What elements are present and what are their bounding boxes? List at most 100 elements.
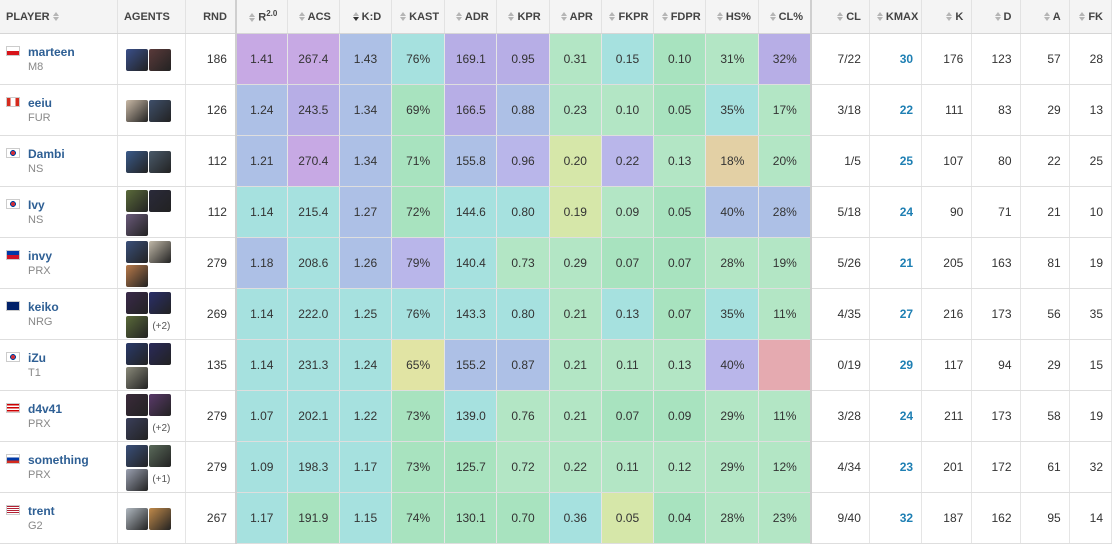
kmax-cell[interactable]: 24	[869, 186, 923, 238]
col-fdpr[interactable]: FDPR	[653, 0, 707, 34]
col-d[interactable]: D	[971, 0, 1021, 34]
player-team: PRX	[28, 417, 51, 430]
player-name[interactable]: trent	[28, 503, 55, 518]
cl-cell: 3/18	[811, 84, 870, 136]
cl-cell: 9/40	[811, 492, 870, 544]
kmax-cell[interactable]: 24	[869, 390, 923, 442]
player-cell[interactable]: marteen M8	[0, 33, 118, 85]
col-kd[interactable]: K:D	[339, 0, 393, 34]
kast-cell: 76%	[391, 33, 446, 85]
player-name[interactable]: marteen	[28, 44, 75, 59]
player-name[interactable]: keiko	[28, 299, 59, 314]
player-cell[interactable]: keiko NRG	[0, 288, 118, 340]
player-name[interactable]: eeiu	[28, 95, 53, 110]
col-k[interactable]: K	[921, 0, 973, 34]
cl-cell: 7/22	[811, 33, 870, 85]
player-name[interactable]: Dambi	[28, 146, 65, 161]
player-name[interactable]: invy	[28, 248, 53, 263]
table-body: marteen M8 186 1.41 267.4 1.43 76% 169.1 0.95 0…	[0, 33, 1112, 544]
d-cell: 83	[971, 84, 1021, 136]
player-cell[interactable]: Ivy NS	[0, 186, 118, 238]
sort-icon	[298, 12, 305, 22]
player-info[interactable]: invy PRX	[28, 249, 52, 278]
player-name[interactable]: something	[28, 452, 89, 467]
a-cell: 61	[1020, 441, 1070, 493]
kmax-cell[interactable]: 22	[869, 84, 923, 136]
fk-cell: 10	[1069, 186, 1112, 238]
player-info[interactable]: Dambi NS	[28, 147, 65, 176]
kmax-cell[interactable]: 23	[869, 441, 923, 493]
col-fk[interactable]: FK	[1069, 0, 1112, 34]
player-info[interactable]: marteen M8	[28, 45, 75, 74]
player-info[interactable]: trent G2	[28, 504, 55, 533]
clp-cell: 28%	[758, 186, 813, 238]
player-info[interactable]: keiko NRG	[28, 300, 59, 329]
player-name[interactable]: Ivy	[28, 197, 45, 212]
fk-cell: 32	[1069, 441, 1112, 493]
acs-cell: 243.5	[287, 84, 340, 136]
adr-cell: 155.2	[444, 339, 498, 391]
kr-flag-icon	[6, 148, 20, 158]
fkpr-cell: 0.05	[601, 492, 655, 544]
fk-cell: 14	[1069, 492, 1112, 544]
col-adr[interactable]: ADR	[444, 0, 498, 34]
player-name[interactable]: d4v41	[28, 401, 63, 416]
player-cell[interactable]: d4v41 PRX	[0, 390, 118, 442]
k-cell: 111	[921, 84, 973, 136]
player-info[interactable]: eeiu FUR	[28, 96, 52, 125]
more-agents-count: (+1)	[152, 473, 171, 485]
player-info[interactable]: Ivy NS	[28, 198, 45, 227]
player-cell[interactable]: iZu T1	[0, 339, 118, 391]
kmax-cell[interactable]: 30	[869, 33, 923, 85]
hs-cell: 28%	[705, 237, 760, 289]
col-kpr[interactable]: KPR	[496, 0, 550, 34]
kpr-cell: 0.72	[496, 441, 550, 493]
table-row: keiko NRG (+2) 269 1.14 222.0 1.25 76% 143.3 0.…	[0, 288, 1112, 340]
apr-cell: 0.20	[549, 135, 602, 187]
agent-icon	[125, 315, 148, 338]
player-cell[interactable]: trent G2	[0, 492, 118, 544]
col-a[interactable]: A	[1020, 0, 1070, 34]
sort-desc-icon	[352, 12, 359, 22]
fdpr-cell: 0.05	[653, 84, 707, 136]
col-kast[interactable]: KAST	[391, 0, 446, 34]
r-cell: 1.41	[234, 33, 288, 85]
col-hs[interactable]: HS%	[705, 0, 760, 34]
hs-cell: 28%	[705, 492, 760, 544]
col-kmax[interactable]: KMAX	[869, 0, 923, 34]
col-fkpr[interactable]: FKPR	[601, 0, 655, 34]
adr-cell: 144.6	[444, 186, 498, 238]
kpr-cell: 0.88	[496, 84, 550, 136]
col-player[interactable]: PLAYER	[0, 0, 118, 34]
adr-cell: 166.5	[444, 84, 498, 136]
player-cell[interactable]: eeiu FUR	[0, 84, 118, 136]
player-cell[interactable]: invy PRX	[0, 237, 118, 289]
col-rating[interactable]: R2.0	[234, 0, 288, 34]
col-cl[interactable]: CL	[811, 0, 870, 34]
col-apr[interactable]: APR	[549, 0, 602, 34]
rnd-cell: 126	[185, 84, 237, 136]
col-rnd[interactable]: RND	[185, 0, 237, 34]
rnd-cell: 279	[185, 390, 237, 442]
player-info[interactable]: iZu T1	[28, 351, 46, 380]
fkpr-cell: 0.22	[601, 135, 655, 187]
player-info[interactable]: something PRX	[28, 453, 89, 482]
fkpr-cell: 0.15	[601, 33, 655, 85]
acs-cell: 231.3	[287, 339, 340, 391]
col-acs[interactable]: ACS	[287, 0, 340, 34]
player-cell[interactable]: Dambi NS	[0, 135, 118, 187]
kmax-cell[interactable]: 32	[869, 492, 923, 544]
agent-icon	[125, 444, 148, 467]
player-info[interactable]: d4v41 PRX	[28, 402, 62, 431]
kmax-cell[interactable]: 27	[869, 288, 923, 340]
kmax-cell[interactable]: 25	[869, 135, 923, 187]
kmax-cell[interactable]: 21	[869, 237, 923, 289]
kmax-cell[interactable]: 29	[869, 339, 923, 391]
agent-icon	[125, 150, 148, 173]
player-name[interactable]: iZu	[28, 350, 46, 365]
player-cell[interactable]: something PRX	[0, 441, 118, 493]
col-cl-pct[interactable]: CL%	[758, 0, 813, 34]
fkpr-cell: 0.11	[601, 441, 655, 493]
kd-cell: 1.43	[339, 33, 393, 85]
agent-icon	[125, 189, 148, 212]
